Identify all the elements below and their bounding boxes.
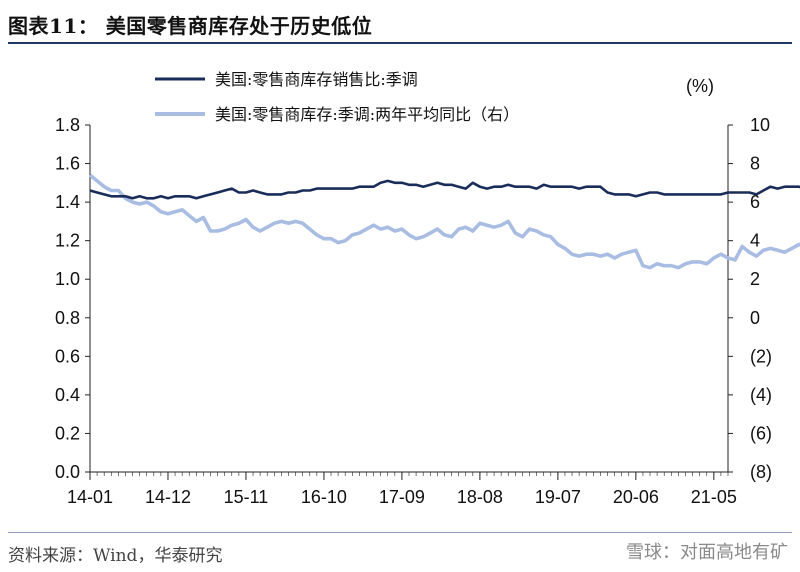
footer-divider: [8, 532, 792, 533]
right-tick-label: 0: [750, 308, 760, 328]
x-tick-label: 20-06: [613, 487, 659, 507]
x-tick-label: 16-10: [301, 487, 347, 507]
right-tick-label: (2): [750, 346, 772, 366]
right-tick-label: 2: [750, 269, 760, 289]
figure-title: 图表11： 美国零售商库存处于历史低位: [8, 14, 373, 38]
x-tick-label: 18-08: [457, 487, 503, 507]
left-tick-label: 0.8: [55, 308, 80, 328]
left-tick-label: 1.4: [55, 192, 80, 212]
right-tick-label: 4: [750, 231, 760, 251]
watermark: 雪球：对面高地有矿: [626, 542, 788, 563]
left-tick-label: 0.6: [55, 346, 80, 366]
legend-label-series1: 美国:零售商库存销售比:季调: [215, 70, 418, 89]
x-tick-label: 14-12: [145, 487, 191, 507]
right-tick-label: 8: [750, 154, 760, 174]
chart-lines: [88, 173, 800, 270]
chart-legend: 美国:零售商库存销售比:季调 美国:零售商库存:季调:两年平均同比（右）: [155, 70, 519, 124]
left-tick-label: 0.2: [55, 423, 80, 443]
left-tick-label: 1.6: [55, 154, 80, 174]
x-tick-label: 15-11: [224, 487, 269, 507]
right-tick-label: 6: [750, 192, 760, 212]
right-tick-label: (6): [750, 423, 772, 443]
right-tick-label: 10: [750, 115, 770, 135]
legend-label-series2: 美国:零售商库存:季调:两年平均同比（右）: [215, 105, 519, 124]
left-tick-label: 1.0: [55, 269, 80, 289]
left-tick-label: 1.2: [55, 231, 80, 251]
right-tick-label: (8): [750, 462, 772, 482]
x-tick-label: 14-01: [67, 487, 113, 507]
series-line-1: [89, 179, 800, 200]
chart-axes: 0.0 0.2 0.4 0.6 0.8 1.0 1.2 1.4 1.6 1.8 (8) (6) (4) (…: [55, 115, 772, 507]
right-tick-label: (4): [750, 385, 772, 405]
title-divider: [8, 42, 792, 44]
x-tick-label: 19-07: [535, 487, 581, 507]
x-tick-label: 21-05: [691, 487, 737, 507]
x-tick-label: 17-09: [379, 487, 425, 507]
left-tick-label: 0.4: [55, 385, 80, 405]
left-tick-label: 0.0: [55, 462, 80, 482]
left-tick-label: 1.8: [55, 115, 80, 135]
series-line-2: [88, 173, 800, 270]
source-note: 资料来源：Wind，华泰研究: [8, 546, 223, 566]
right-axis-unit: (%): [686, 76, 714, 96]
